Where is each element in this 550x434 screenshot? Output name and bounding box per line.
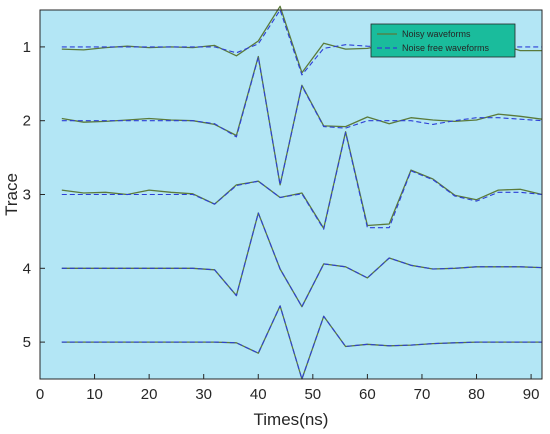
x-tick-label: 80: [468, 386, 485, 403]
legend-label-noise-free: Noise free waveforms: [402, 43, 490, 53]
y-axis-label: Trace: [2, 173, 21, 216]
noise-free-waveforms-trace-3: [61, 131, 543, 230]
y-axis: 1 2 3 4 5: [23, 39, 45, 351]
plot-area: [40, 10, 542, 379]
y-tick-label: 5: [23, 334, 31, 351]
x-tick-label: 50: [304, 386, 321, 403]
y-tick-label: 4: [23, 260, 31, 277]
series-layer: [61, 5, 543, 380]
x-tick-label: 70: [414, 386, 431, 403]
y-tick-label: 3: [23, 187, 31, 204]
noise-free-waveforms-trace-2: [61, 56, 543, 186]
y-tick-label: 1: [23, 39, 31, 56]
x-tick-label: 20: [141, 386, 158, 403]
x-axis-label: Times(ns): [254, 410, 329, 429]
noise-free-waveforms-trace-5: [61, 305, 542, 380]
legend: Noisy waveforms Noise free waveforms: [370, 23, 516, 58]
x-tick-label: 10: [86, 386, 103, 403]
x-tick-label: 40: [250, 386, 267, 403]
x-axis: 0 10 20 30 40 50 60 70 80 90: [36, 374, 540, 403]
noise-free-waveforms-trace-4: [61, 212, 543, 308]
noisy-waveforms-trace-3: [61, 131, 543, 230]
x-tick-label: 90: [523, 386, 540, 403]
x-tick-label: 30: [195, 386, 212, 403]
x-tick-label: 0: [36, 386, 44, 403]
legend-label-noisy: Noisy waveforms: [402, 29, 471, 39]
x-tick-label: 60: [359, 386, 376, 403]
y-tick-label: 2: [23, 113, 31, 130]
legend-box: [370, 23, 516, 58]
noisy-waveforms-trace-2: [61, 55, 543, 186]
